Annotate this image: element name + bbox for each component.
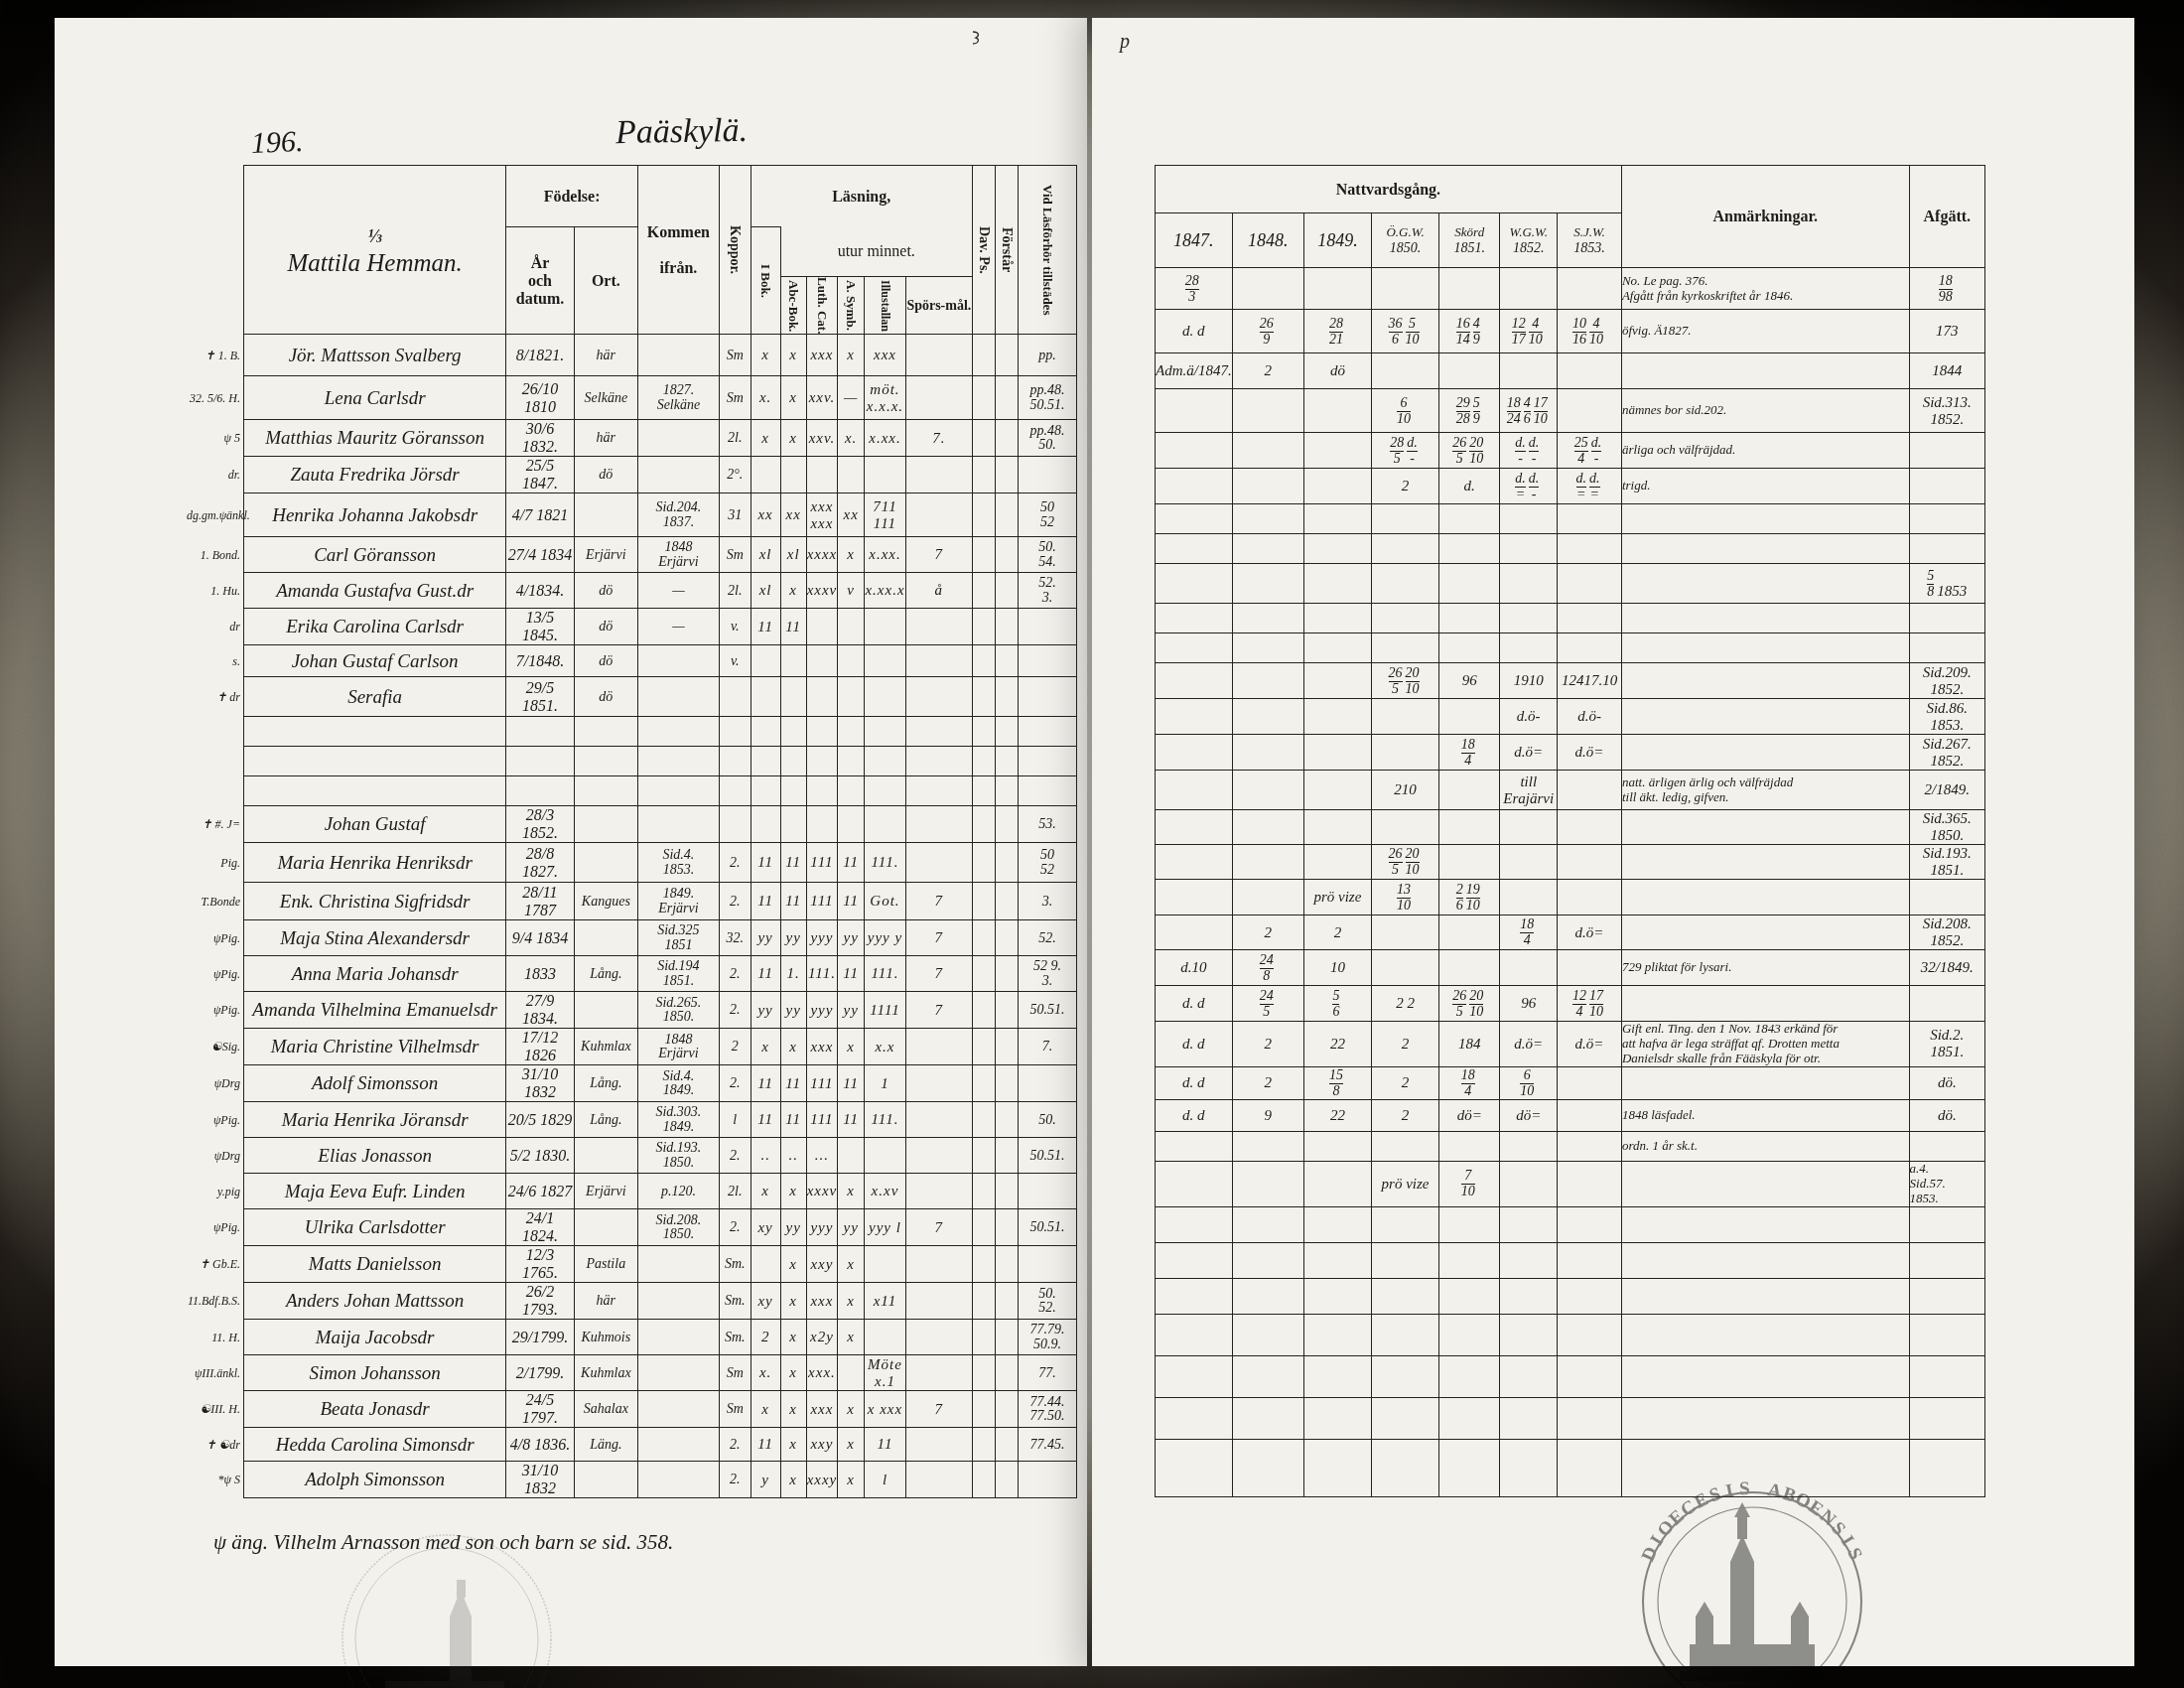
svg-text:I: I <box>1838 1531 1859 1549</box>
